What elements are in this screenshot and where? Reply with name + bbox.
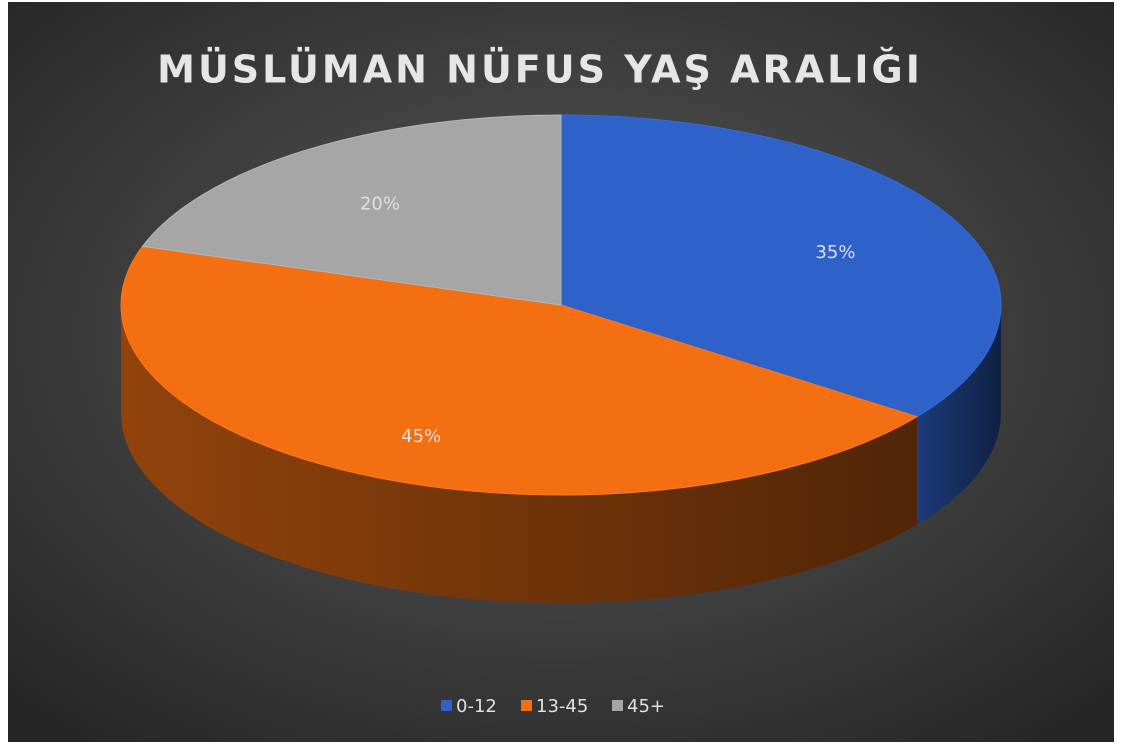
slice bbox=[560, 114, 1002, 418]
chart-title: MÜSLÜMAN NÜFUS YAŞ ARALIĞI bbox=[157, 48, 923, 92]
legend-swatch bbox=[521, 700, 532, 711]
slice-side-shade bbox=[916, 305, 1001, 525]
data-label: 20% bbox=[360, 193, 400, 214]
legend-label: 0-12 bbox=[456, 696, 497, 717]
legend-swatch bbox=[612, 700, 623, 711]
slice-side-shade bbox=[121, 305, 917, 603]
slice bbox=[141, 114, 562, 306]
legend-label: 13-45 bbox=[536, 696, 588, 717]
data-label: 35% bbox=[815, 242, 855, 263]
legend-swatch bbox=[441, 700, 452, 711]
slice bbox=[120, 245, 919, 496]
data-label: 45% bbox=[401, 426, 441, 447]
legend-label: 45+ bbox=[627, 696, 665, 717]
legend: 0-12 13-45 45+ bbox=[441, 696, 665, 717]
